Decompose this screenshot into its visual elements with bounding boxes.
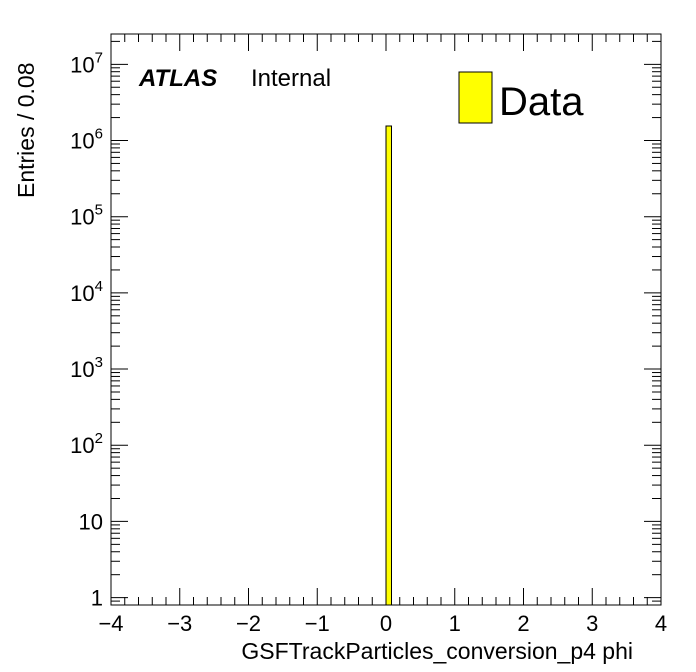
y-tick-label: 102 [70,430,103,458]
x-tick-label: −2 [236,611,261,636]
y-tick-label: 1 [91,586,103,611]
y-tick-labels: 1 10 102 103 104 105 106 107 [70,49,103,610]
legend-swatch-data [458,71,493,124]
y-axis-title: Entries / 0.08 [13,62,39,198]
x-tick-labels: −4 −3 −2 −1 0 1 2 3 4 [98,611,667,636]
y-tick-label: 105 [70,202,103,230]
x-tick-label: 3 [586,611,598,636]
atlas-label: ATLAS [138,65,217,92]
histogram-bars [385,125,392,606]
y-tick-label: 10 [79,509,103,534]
x-tick-label: 1 [449,611,461,636]
y-tick-label: 103 [70,354,103,382]
x-tick-label: 4 [655,611,667,636]
y-tick-label: 106 [70,126,103,154]
y-tick-label: 104 [70,278,103,306]
plot-frame [110,33,662,606]
x-tick-label: −3 [167,611,192,636]
legend-label-data: Data [499,80,584,124]
x-tick-label: 2 [517,611,529,636]
x-tick-label: −1 [305,611,330,636]
x-tick-label: −4 [98,611,123,636]
histogram-bar [385,125,392,606]
atlas-status-label: Internal [251,65,331,92]
x-axis-title: GSFTrackParticles_conversion_p4 phi [241,638,633,664]
x-tick-label: 0 [380,611,392,636]
axis-ticks [110,34,662,606]
y-tick-label: 107 [70,49,103,77]
